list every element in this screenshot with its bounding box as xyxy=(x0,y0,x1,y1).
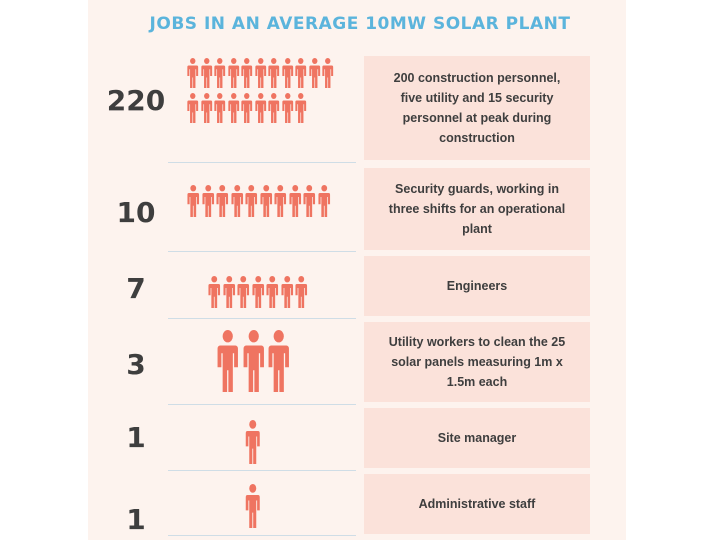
row-divider xyxy=(168,470,356,471)
row-divider xyxy=(168,251,356,252)
person-icon xyxy=(227,58,239,88)
person-icon xyxy=(268,58,280,88)
person-icon xyxy=(214,58,226,88)
person-icon xyxy=(295,93,307,123)
person-icon xyxy=(187,58,199,88)
person-icon xyxy=(230,185,243,217)
person-icon-group xyxy=(186,58,336,123)
person-icon xyxy=(200,58,212,88)
person-icon xyxy=(200,93,212,123)
count-security: 10 xyxy=(116,196,156,229)
person-icon xyxy=(266,276,279,308)
description-security: Security guards, working in three shifts… xyxy=(364,168,590,250)
person-icon xyxy=(274,185,287,217)
person-icon xyxy=(280,276,293,308)
count-admin: 1 xyxy=(126,503,146,536)
person-icon xyxy=(216,185,229,217)
person-icon xyxy=(187,93,199,123)
person-icon xyxy=(201,185,214,217)
person-icon xyxy=(245,185,258,217)
person-icon xyxy=(317,185,330,217)
person-icon xyxy=(303,185,316,217)
person-icon xyxy=(243,330,264,392)
count-utility: 3 xyxy=(126,348,146,381)
person-icon xyxy=(245,420,260,464)
person-icon xyxy=(295,276,308,308)
description-admin: Administrative staff xyxy=(364,474,590,534)
person-icon xyxy=(208,276,221,308)
person-icon xyxy=(222,276,235,308)
description-site-manager: Site manager xyxy=(364,408,590,468)
person-icon-group xyxy=(244,420,264,464)
person-icon xyxy=(187,185,200,217)
person-icon xyxy=(268,93,280,123)
person-icon xyxy=(254,58,266,88)
person-icon-group xyxy=(244,484,264,528)
person-icon xyxy=(259,185,272,217)
infographic-title: JOBS IN AN AVERAGE 10MW SOLAR PLANT xyxy=(149,14,571,34)
person-icon xyxy=(281,58,293,88)
count-engineers: 7 xyxy=(126,272,146,305)
description-engineers: Engineers xyxy=(364,256,590,316)
person-icon xyxy=(241,58,253,88)
person-icon xyxy=(322,58,334,88)
person-icon xyxy=(241,93,253,123)
row-divider xyxy=(168,404,356,405)
person-icon-group xyxy=(207,276,327,308)
person-icon xyxy=(268,330,289,392)
person-icon xyxy=(217,330,238,392)
count-site-manager: 1 xyxy=(126,421,146,454)
person-icon xyxy=(227,93,239,123)
row-divider xyxy=(168,318,356,319)
description-utility: Utility workers to clean the 25 solar pa… xyxy=(364,322,590,402)
person-icon xyxy=(288,185,301,217)
count-construction: 220 xyxy=(106,84,166,117)
row-divider xyxy=(168,535,356,536)
person-icon xyxy=(295,58,307,88)
description-construction: 200 construction personnel, five utility… xyxy=(364,56,590,160)
person-icon xyxy=(251,276,264,308)
person-icon xyxy=(214,93,226,123)
person-icon xyxy=(308,58,320,88)
person-icon xyxy=(281,93,293,123)
row-divider xyxy=(168,162,356,163)
person-icon xyxy=(245,484,260,528)
person-icon xyxy=(237,276,250,308)
person-icon-group xyxy=(186,185,336,217)
person-icon-group xyxy=(215,330,315,392)
person-icon xyxy=(254,93,266,123)
